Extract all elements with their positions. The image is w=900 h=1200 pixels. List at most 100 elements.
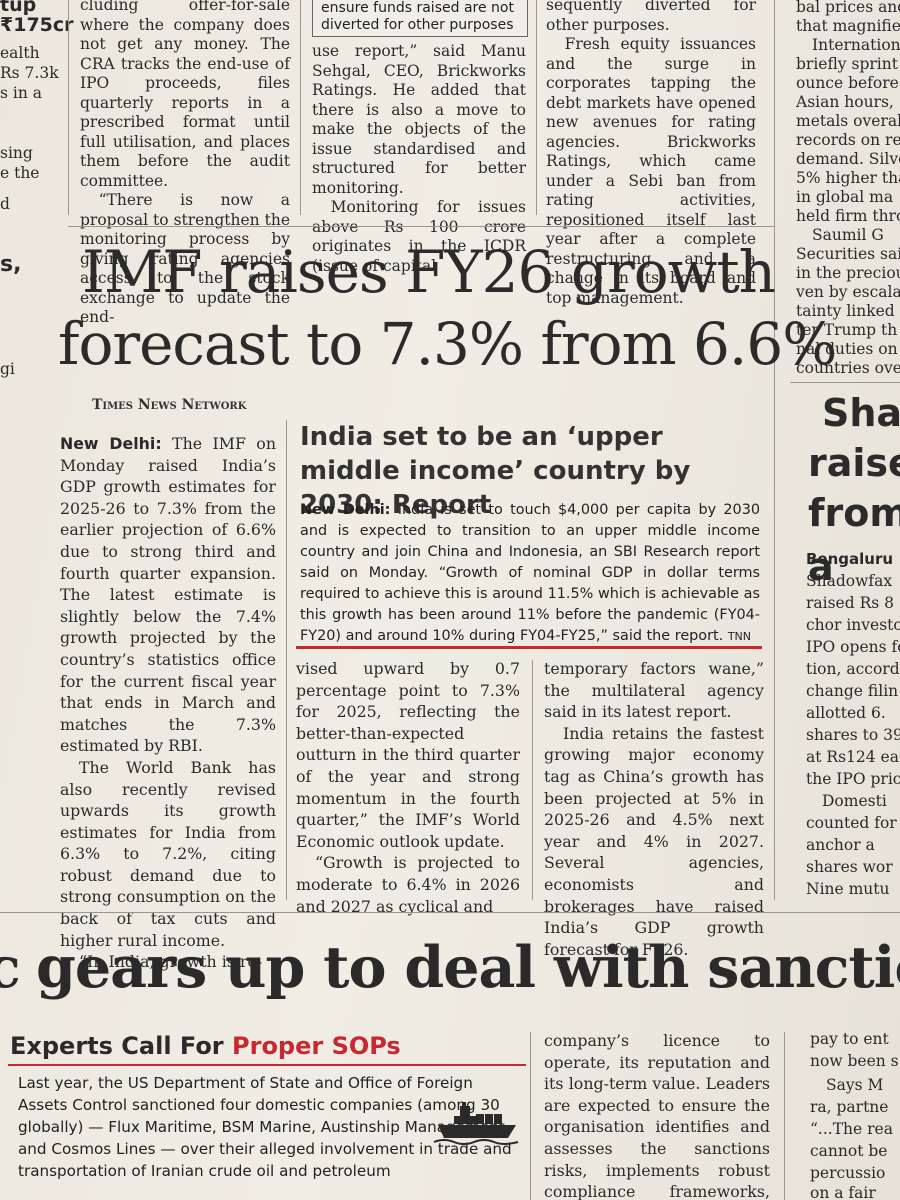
fragment-line: ₹175cr: [0, 14, 74, 36]
cargo-ship-icon: [433, 1102, 519, 1145]
fragment-line: nal duties on: [796, 340, 898, 358]
fragment-line: pay to ent: [810, 1030, 889, 1048]
column-rule: [530, 1032, 531, 1200]
fragment-line: records on ren: [796, 131, 900, 149]
headline: forecast to 7.3% from 6.6%: [58, 310, 837, 378]
fragment-line: briefly sprint: [796, 55, 898, 73]
paragraph: use report,” said Manu Sehgal, CEO, Bric…: [312, 42, 526, 197]
column-rule: [68, 0, 69, 215]
bottom-box-text: Last year, the US Department of State an…: [18, 1074, 512, 1180]
main-column-1: New Delhi: The IMF on Monday raised Indi…: [60, 433, 276, 973]
dateline: New Delhi:: [60, 434, 162, 453]
paragraph-text: The IMF on Monday raised India’s GDP gro…: [60, 434, 276, 756]
paragraph: Fresh equity issuances and the surge in …: [546, 35, 756, 307]
fragment-line: chor investo: [806, 616, 900, 634]
paragraph: “There is now a proposal to strengthen t…: [80, 191, 290, 326]
dateline: New Delhi:: [300, 502, 391, 518]
fragment-line: bal prices and: [796, 0, 900, 16]
fragment-line: ra, partne: [810, 1098, 889, 1116]
fragment-line: tainty linked: [796, 302, 895, 320]
column-rule: [784, 1032, 785, 1200]
fragment-line: s in a: [0, 84, 42, 102]
fragment-line: the IPO pric: [806, 770, 900, 788]
bottom-mid-column: company’s licence to operate, its reputa…: [544, 1030, 770, 1200]
fragment-line: gi: [0, 360, 15, 378]
byline: Times News Network: [92, 397, 247, 413]
fragment-line: cannot be: [810, 1142, 888, 1160]
right-headline: from a: [808, 491, 900, 589]
bottom-banner-headline: gears up to deal with sanctions: [36, 934, 900, 1001]
sidebar-body: India is set to touch $4,000 per capita …: [300, 502, 761, 644]
red-divider: [296, 646, 762, 649]
column-rule: [300, 0, 301, 215]
fragment-line: allotted 6.: [806, 704, 886, 722]
fragment-line: shares wor: [806, 858, 893, 876]
section-label-highlight: Proper SOPs: [232, 1032, 401, 1060]
section-rule: [0, 912, 900, 913]
fragment-line: “...The rea: [810, 1120, 893, 1138]
fragment-line: s,: [0, 252, 22, 277]
main-column-2: vised upward by 0.7 percentage point to …: [296, 658, 520, 917]
fragment-line: 5% higher tha: [796, 169, 900, 187]
dateline: Bengaluru: [806, 550, 894, 568]
fragment-line: in global ma: [796, 188, 894, 206]
column-rule: [536, 0, 537, 215]
fragment-line: d: [0, 195, 10, 213]
section-rule: [68, 226, 774, 227]
right-headline: Shad: [822, 391, 900, 435]
fragment-line: Nine mutu: [806, 880, 890, 898]
fragment-line: Securities sai: [796, 245, 900, 263]
callout-text: ensure funds raised are not diverted for…: [321, 0, 514, 33]
paragraph: “Growth is projected to moderate to 6.4%…: [296, 853, 520, 916]
section-label: Experts Call For Proper SOPs: [10, 1032, 401, 1060]
fragment-line: metals overall: [796, 112, 900, 130]
fragment-line: counted for: [806, 814, 897, 832]
paragraph: company’s licence to operate, its reputa…: [544, 1031, 770, 1200]
column-rule: [774, 0, 775, 900]
fragment-line: Saumil G: [812, 226, 884, 244]
fragment-line: e the: [0, 164, 40, 182]
fragment-line: Domesti: [822, 792, 887, 810]
headline: IMF raises FY26 growth: [82, 238, 776, 306]
paragraph: The World Bank has also recently revised…: [60, 757, 276, 950]
fragment-line: percussio: [810, 1164, 886, 1182]
fragment-line: ven by escala: [796, 283, 900, 301]
column-rule: [532, 660, 533, 900]
fragment-line: sing: [0, 144, 33, 162]
paragraph: Monitoring for issues above Rs 100 crore…: [312, 198, 526, 275]
fragment-line: at Rs124 eac: [806, 748, 900, 766]
top-column-3: sequently diverted for other purposes. F…: [546, 0, 756, 308]
fragment-line: countries ove: [796, 359, 900, 377]
fragment-line: Rs 7.3k: [0, 64, 59, 82]
fragment-line: ealth: [0, 44, 40, 62]
fragment-line: in the preciou: [796, 264, 900, 282]
top-column-1: cluding offer-for-sale where the company…: [80, 0, 290, 328]
paragraph: India retains the fastest growing major …: [544, 723, 764, 959]
paragraph: “In India, growth is re-: [78, 952, 263, 972]
fragment-line: change filin: [806, 682, 899, 700]
top-column-2: use report,” said Manu Sehgal, CEO, Bric…: [312, 42, 526, 276]
fragment-line: Says M: [826, 1076, 884, 1094]
fragment-line: now been s: [810, 1052, 899, 1070]
fragment-line: anchor a: [806, 836, 875, 854]
paragraph: temporary factors wane,” the multilatera…: [544, 659, 764, 722]
right-headline: raises: [808, 441, 900, 485]
sidebar-headline: India set to be an ‘upper middle income’…: [300, 422, 691, 520]
fragment-line: IPO opens fo: [806, 638, 900, 656]
paragraph: sequently diverted for other purposes.: [546, 0, 756, 34]
red-divider: [8, 1064, 526, 1066]
section-label-text: Experts Call For: [10, 1032, 224, 1060]
fragment-line: tup: [0, 0, 37, 16]
fragment-line: shares to 39: [806, 726, 900, 744]
credit: TNN: [727, 630, 752, 643]
section-rule: [790, 382, 900, 383]
fragment-line: ounce before: [796, 74, 899, 92]
fragment-line: raised Rs 8: [806, 594, 894, 612]
fragment-line: demand. Silve: [796, 150, 900, 168]
main-column-3: temporary factors wane,” the multilatera…: [544, 658, 764, 960]
callout-box: ensure funds raised are not diverted for…: [312, 0, 528, 37]
fragment-line: Shadowfax: [806, 572, 893, 590]
fragment-line: that magnifie: [796, 17, 900, 35]
bottom-banner-prefix: c: [0, 934, 21, 1001]
